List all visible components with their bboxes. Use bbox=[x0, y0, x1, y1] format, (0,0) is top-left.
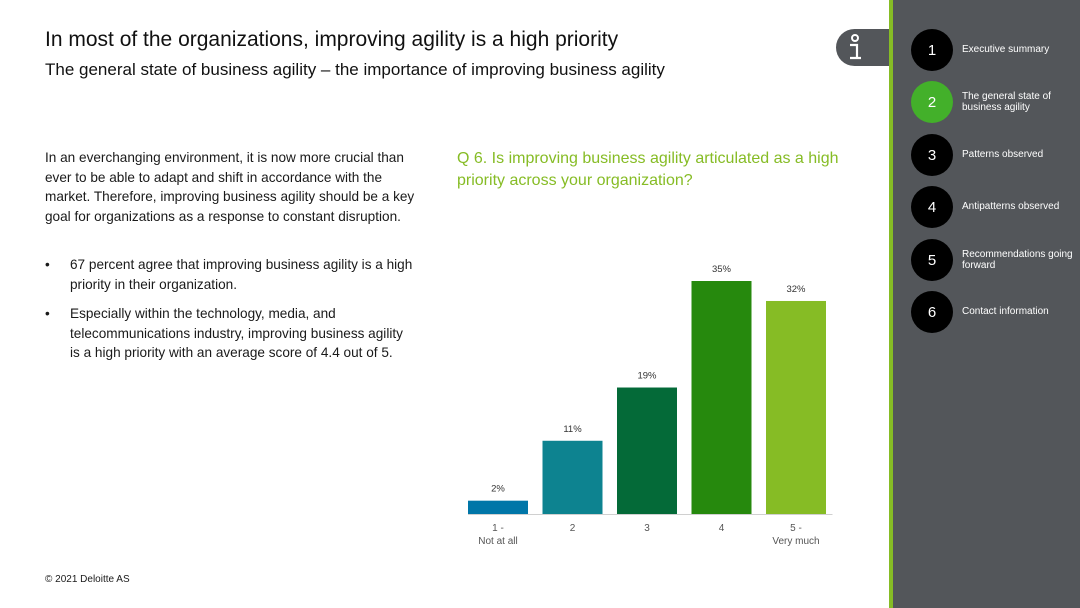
x-tick-label: 1 - bbox=[492, 523, 504, 534]
bullet-item: • Especially within the technology, medi… bbox=[45, 304, 415, 363]
bullet-list: • 67 percent agree that improving busine… bbox=[45, 255, 415, 373]
sidebar-item-label: Recommendations going forward bbox=[962, 248, 1073, 272]
info-tab[interactable] bbox=[836, 29, 896, 66]
chart-question: Q 6. Is improving business agility artic… bbox=[457, 150, 839, 189]
chart-bar bbox=[691, 281, 752, 514]
info-icon bbox=[850, 34, 861, 60]
chart-bar bbox=[766, 300, 826, 514]
x-tick-label: 3 bbox=[644, 523, 650, 534]
bullet-text: Especially within the technology, media,… bbox=[70, 306, 403, 360]
sidebar-item-patterns[interactable]: 3 Patterns observed bbox=[911, 134, 1080, 178]
bullet-marker: • bbox=[45, 257, 50, 272]
bullet-text: 67 percent agree that improving business… bbox=[70, 257, 413, 292]
sidebar-item-label: Antipatterns observed bbox=[962, 201, 1060, 213]
bullet-item: • 67 percent agree that improving busine… bbox=[45, 255, 415, 294]
sidebar-item-label: Contact information bbox=[962, 306, 1049, 318]
chart-bar bbox=[542, 440, 603, 514]
chart-bar bbox=[468, 500, 528, 514]
section-number-circle: 6 bbox=[911, 291, 953, 333]
intro-paragraph: In an everchanging environment, it is no… bbox=[45, 150, 415, 224]
sidebar-item-label: The general state of business agility bbox=[962, 90, 1051, 114]
sidebar-item-contact[interactable]: 6 Contact information bbox=[911, 291, 1080, 335]
bar-value-label: 35% bbox=[712, 264, 732, 275]
section-number-circle: 1 bbox=[911, 29, 953, 71]
sidebar-item-recommendations[interactable]: 5 Recommendations going forward bbox=[911, 239, 1080, 283]
section-sidebar: 1 Executive summary 2 The general state … bbox=[889, 0, 1080, 608]
page-title: In most of the organizations, improving … bbox=[45, 28, 619, 51]
bar-value-label: 19% bbox=[637, 371, 657, 382]
page-subtitle: The general state of business agility – … bbox=[45, 60, 665, 79]
x-tick-label: Not at all bbox=[478, 536, 517, 547]
sidebar-item-label: Patterns observed bbox=[962, 149, 1044, 161]
x-tick-label: 4 bbox=[719, 523, 725, 534]
sidebar-item-general-state[interactable]: 2 The general state of business agility bbox=[911, 81, 1080, 125]
section-number-circle: 2 bbox=[911, 81, 953, 123]
sidebar-item-executive-summary[interactable]: 1 Executive summary bbox=[911, 29, 1080, 73]
chart-bar bbox=[617, 387, 677, 514]
sidebar-item-label: Executive summary bbox=[962, 44, 1050, 56]
copyright-footer: © 2021 Deloitte AS bbox=[45, 574, 130, 585]
bar-chart: 2% 1 - Not at all 11% 2 19% 3 35% 4 32% 5 - Very mu… bbox=[468, 264, 833, 547]
x-tick-label: 2 bbox=[570, 523, 576, 534]
x-tick-label: Very much bbox=[772, 536, 819, 547]
bar-value-label: 11% bbox=[563, 424, 582, 435]
bullet-marker: • bbox=[45, 306, 50, 321]
section-number-circle: 3 bbox=[911, 134, 953, 176]
section-number-circle: 5 bbox=[911, 239, 953, 281]
bar-value-label: 2% bbox=[491, 484, 505, 495]
section-number-circle: 4 bbox=[911, 186, 953, 228]
x-tick-label: 5 - bbox=[790, 523, 802, 534]
bar-value-label: 32% bbox=[786, 284, 806, 295]
sidebar-item-antipatterns[interactable]: 4 Antipatterns observed bbox=[911, 186, 1080, 230]
